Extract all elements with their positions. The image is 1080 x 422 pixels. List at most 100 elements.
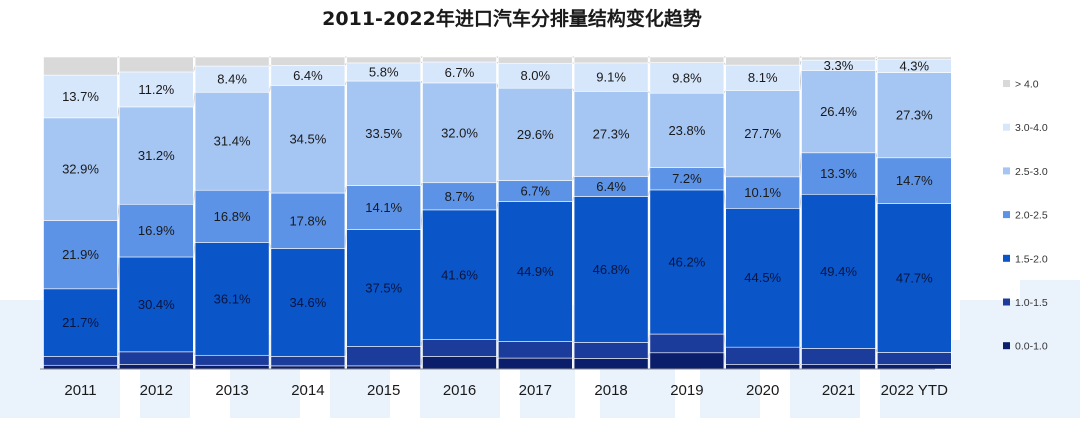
x-tick-label: 2012	[140, 382, 173, 399]
segment-label: 14.1%	[365, 200, 402, 215]
segment-label: 44.5%	[744, 270, 781, 285]
bar-segment	[802, 348, 876, 364]
segment-label: 31.4%	[214, 134, 251, 149]
legend-swatch	[1003, 167, 1010, 174]
legend-label: 1.0-1.5	[1015, 297, 1048, 309]
segment-label: 14.7%	[896, 173, 933, 188]
segment-label: 17.8%	[289, 213, 326, 228]
segment-label: 47.7%	[896, 271, 933, 286]
segment-label: 13.3%	[820, 166, 857, 181]
bar-segment	[271, 57, 345, 65]
segment-label: 44.9%	[517, 264, 554, 279]
segment-label: 34.6%	[289, 295, 326, 310]
bar-segment	[650, 353, 724, 369]
x-tick-label: 2011	[64, 382, 96, 399]
bar-segment	[726, 347, 800, 364]
bar-segment	[195, 365, 269, 369]
bar-segment	[498, 342, 572, 359]
bar-stack-2018	[574, 57, 648, 369]
legend-swatch	[1003, 299, 1010, 306]
segment-label: 33.5%	[365, 126, 402, 141]
segment-label: 16.9%	[138, 223, 175, 238]
bar-segment	[271, 357, 345, 366]
legend-swatch	[1003, 124, 1010, 131]
segment-label: 32.9%	[62, 162, 99, 177]
segment-label: 31.2%	[138, 148, 175, 163]
segment-label: 8.0%	[520, 68, 550, 83]
legend-label: 3.0-4.0	[1015, 122, 1048, 134]
segment-label: 30.4%	[138, 297, 175, 312]
bar-segment	[423, 357, 497, 369]
bar-segment	[650, 57, 724, 63]
legend-label: 2.5-3.0	[1015, 166, 1048, 178]
segment-label: 49.4%	[820, 264, 857, 279]
segment-label: 6.7%	[445, 65, 475, 80]
segment-label: 10.1%	[744, 185, 781, 200]
segment-label: 27.3%	[896, 108, 933, 123]
segment-label: 26.4%	[820, 104, 857, 119]
segment-label: 29.6%	[517, 127, 554, 142]
bar-segment	[423, 57, 497, 62]
legend-item: 2.5-3.0	[1003, 166, 1048, 178]
segment-label: 41.6%	[441, 267, 478, 282]
bar-segment	[574, 358, 648, 369]
segment-label: 37.5%	[365, 281, 402, 296]
segment-label: 36.1%	[214, 291, 251, 306]
chart-title: 2011-2022年进口汽车分排量结构变化趋势	[322, 7, 702, 30]
legend-item: 3.0-4.0	[1003, 122, 1048, 134]
segment-label: 32.0%	[441, 125, 478, 140]
segment-label: 6.7%	[520, 184, 550, 199]
segment-label: 7.2%	[672, 171, 702, 186]
legend-label: > 4.0	[1015, 79, 1039, 91]
bar-segment	[726, 364, 800, 369]
segment-label: 11.2%	[138, 82, 174, 97]
segment-label: 27.3%	[593, 126, 630, 141]
legend-item: > 4.0	[1003, 79, 1039, 91]
segment-label: 21.9%	[62, 247, 99, 262]
bar-stack-2019	[650, 57, 724, 369]
legend-label: 0.0-1.0	[1015, 341, 1048, 353]
segment-label: 21.7%	[62, 315, 99, 330]
segment-label: 23.8%	[668, 123, 705, 138]
bar-segment	[726, 57, 800, 65]
bar-segment	[347, 57, 421, 63]
legend-label: 1.5-2.0	[1015, 253, 1048, 265]
x-tick-label: 2019	[670, 382, 703, 399]
x-tick-label: 2016	[443, 382, 476, 399]
segment-label: 8.1%	[748, 70, 778, 85]
x-tick-label: 2021	[822, 382, 855, 399]
segment-label: 16.8%	[214, 209, 251, 224]
segment-label: 46.2%	[668, 254, 705, 269]
segment-label: 3.3%	[824, 58, 854, 73]
bar-segment	[802, 365, 876, 369]
x-tick-label: 2014	[291, 382, 324, 399]
segment-label: 5.8%	[369, 64, 399, 79]
segment-label: 13.7%	[62, 89, 99, 104]
segment-label: 8.4%	[217, 72, 247, 87]
x-tick-label: 2018	[594, 382, 627, 399]
segment-label: 6.4%	[596, 179, 626, 194]
x-tick-label: 2015	[367, 382, 400, 399]
bar-segment	[574, 57, 648, 63]
bar-segment	[119, 57, 193, 72]
bar-segment	[498, 57, 572, 63]
segment-label: 9.8%	[672, 70, 702, 85]
x-tick-label: 2020	[746, 382, 779, 399]
bar-stack-2012	[119, 57, 193, 369]
bar-segment	[498, 358, 572, 369]
segment-label: 8.7%	[445, 189, 475, 204]
bar-segment	[119, 364, 193, 369]
bar-segment	[650, 334, 724, 353]
legend-item: 1.5-2.0	[1003, 253, 1048, 265]
bar-segment	[877, 352, 951, 364]
bar-segment	[44, 357, 118, 366]
segment-label: 6.4%	[293, 68, 323, 83]
bar-segment	[574, 342, 648, 358]
bar-segment	[44, 57, 118, 75]
bar-segment	[877, 365, 951, 369]
bar-stack-2022-ytd	[877, 57, 951, 369]
skyline-block	[960, 300, 1020, 418]
x-tick-label: 2013	[215, 382, 248, 399]
segment-label: 27.7%	[744, 126, 781, 141]
